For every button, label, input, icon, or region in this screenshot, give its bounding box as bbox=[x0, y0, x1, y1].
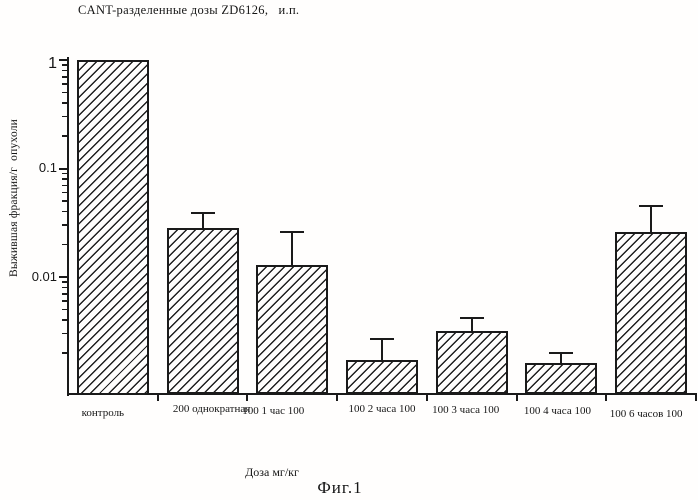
y-minor-tick bbox=[62, 172, 67, 175]
error-bar-stem-1 bbox=[201, 212, 204, 229]
y-minor-tick bbox=[62, 191, 67, 194]
y-minor-tick bbox=[62, 300, 67, 302]
y-axis-line bbox=[67, 57, 69, 396]
y-minor-tick bbox=[62, 210, 67, 213]
error-bar-stem-4 bbox=[470, 317, 473, 331]
y-minor-tick bbox=[62, 76, 67, 78]
bar-0 bbox=[76, 60, 149, 395]
bar-6 bbox=[615, 231, 688, 395]
y-minor-tick bbox=[62, 293, 67, 295]
y-minor-tick bbox=[62, 102, 67, 104]
x-category-label-0: контроль bbox=[81, 407, 125, 419]
error-bar-stem-3 bbox=[381, 338, 383, 361]
error-bar-cap-2 bbox=[280, 230, 305, 233]
y-minor-tick bbox=[62, 178, 67, 180]
x-category-label-4: 100 3 часа 100 bbox=[432, 404, 500, 416]
x-tick bbox=[515, 394, 518, 401]
y-minor-tick bbox=[62, 286, 67, 289]
y-minor-tick bbox=[62, 83, 67, 85]
y-minor-tick bbox=[62, 308, 67, 311]
y-tick-label-1: 1 bbox=[48, 55, 57, 72]
y-major-tick bbox=[59, 276, 67, 278]
y-minor-tick bbox=[62, 64, 67, 66]
y-minor-tick bbox=[62, 69, 67, 72]
error-bar-cap-5 bbox=[549, 351, 574, 354]
chart-title: CANT-разделенные дозы ZD6126, и.п. bbox=[78, 3, 300, 17]
y-minor-tick bbox=[62, 243, 67, 246]
y-minor-tick bbox=[62, 332, 67, 335]
bar-2 bbox=[256, 264, 329, 395]
x-tick bbox=[425, 394, 428, 401]
y-minor-tick bbox=[62, 319, 67, 321]
y-major-tick bbox=[59, 167, 67, 170]
y-minor-tick bbox=[62, 200, 67, 202]
x-tick bbox=[246, 394, 249, 401]
error-bar-cap-1 bbox=[190, 211, 215, 214]
x-tick bbox=[605, 394, 608, 401]
y-tick-label-0_1: 0.1 bbox=[38, 160, 57, 175]
y-minor-tick bbox=[62, 352, 67, 354]
x-category-label-3: 100 2 часа 100 bbox=[348, 403, 416, 415]
x-tick bbox=[336, 394, 339, 401]
x-category-label-5: 100 4 часа 100 bbox=[523, 405, 591, 417]
y-minor-tick bbox=[62, 281, 67, 283]
bar-3 bbox=[346, 360, 418, 395]
error-bar-stem-6 bbox=[650, 206, 653, 232]
y-minor-tick bbox=[62, 91, 67, 94]
x-axis-title: Доза мг/кг bbox=[245, 465, 299, 479]
error-bar-cap-3 bbox=[370, 337, 394, 340]
bar-4 bbox=[435, 330, 508, 395]
x-category-label-6: 100 6 часов 100 bbox=[609, 408, 683, 420]
x-category-label-2: 100 1 час 100 bbox=[242, 405, 305, 417]
y-tick-label-0_01: 0.01 bbox=[31, 269, 57, 284]
y-minor-tick bbox=[62, 135, 67, 137]
error-bar-stem-5 bbox=[560, 352, 563, 364]
error-bar-stem-2 bbox=[291, 231, 294, 265]
bar-5 bbox=[525, 363, 598, 395]
error-bar-cap-6 bbox=[639, 205, 664, 208]
y-minor-tick bbox=[62, 115, 67, 118]
error-bar-cap-4 bbox=[459, 316, 484, 319]
figure-caption: Фиг.1 bbox=[317, 478, 363, 497]
y-minor-tick bbox=[62, 184, 67, 187]
y-major-tick bbox=[59, 59, 67, 61]
x-tick bbox=[156, 394, 159, 401]
x-tick bbox=[695, 394, 697, 401]
y-axis-title: Выжившая фракция/г опухоли bbox=[8, 118, 20, 278]
x-category-label-1: 200 однократная bbox=[172, 403, 251, 415]
y-minor-tick bbox=[62, 224, 67, 226]
bar-1 bbox=[166, 228, 239, 395]
